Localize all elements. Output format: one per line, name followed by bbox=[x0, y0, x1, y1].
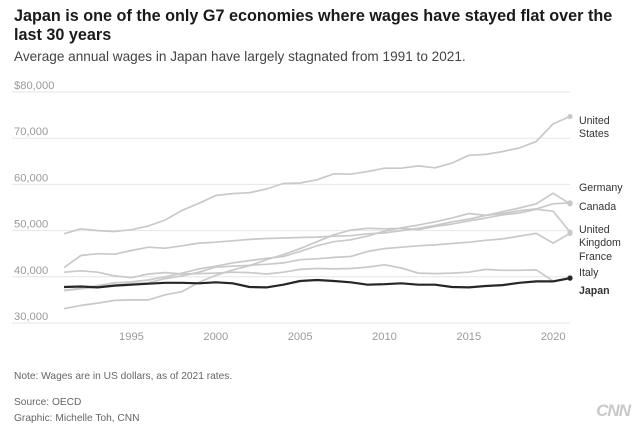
x-tick-label: 2015 bbox=[456, 331, 481, 343]
series-label-united-kingdom: United Kingdom bbox=[579, 224, 621, 249]
line-italy bbox=[63, 263, 571, 282]
y-tick-label: 40,000 bbox=[14, 265, 48, 277]
series-label-united-states: United States bbox=[579, 115, 610, 140]
chart-credit: Graphic: Michelle Toh, CNN bbox=[14, 413, 140, 424]
y-tick-label: 30,000 bbox=[14, 311, 48, 323]
chart-source: Source: OECD bbox=[14, 397, 82, 408]
series-label-italy: Italy bbox=[579, 267, 599, 279]
series-label-france: France bbox=[579, 251, 612, 263]
series-label-canada: Canada bbox=[579, 201, 616, 213]
endpoint-united-states bbox=[567, 113, 573, 120]
line-japan bbox=[63, 277, 571, 289]
endpoint-japan bbox=[567, 275, 573, 281]
chart-subtitle: Average annual wages in Japan have large… bbox=[14, 49, 466, 64]
endpoint-canada bbox=[567, 201, 573, 207]
line-germany bbox=[63, 202, 571, 269]
y-tick-label: $80,000 bbox=[14, 80, 54, 92]
y-tick-label: 60,000 bbox=[14, 172, 48, 184]
x-tick-label: 2005 bbox=[288, 331, 313, 343]
line-united-states bbox=[63, 115, 571, 235]
series-lines bbox=[63, 113, 573, 310]
x-tick-label: 1995 bbox=[119, 331, 144, 343]
y-tick-label: 70,000 bbox=[14, 126, 48, 138]
x-tick-label: 2010 bbox=[372, 331, 397, 343]
y-axis: 30,000 40,000 50,000 60,000 70,000 $80,000 bbox=[14, 80, 54, 323]
y-tick-label: 50,000 bbox=[14, 219, 48, 231]
endpoint-france bbox=[567, 230, 573, 236]
series-label-germany: Germany bbox=[579, 182, 623, 194]
series-labels: United States Germany Canada United Kingdom Fr… bbox=[579, 115, 623, 297]
line-canada bbox=[63, 192, 571, 292]
gridlines bbox=[12, 91, 570, 324]
series-label-japan: Japan bbox=[579, 285, 610, 297]
chart-title: Japan is one of the only G7 economies wh… bbox=[14, 7, 613, 44]
x-tick-label: 2000 bbox=[203, 331, 228, 343]
x-axis: 1995 2000 2005 2010 2015 2020 bbox=[119, 331, 566, 343]
line-united-kingdom bbox=[63, 208, 571, 310]
x-tick-label: 2020 bbox=[541, 331, 566, 343]
chart-note: Note: Wages are in US dollars, as of 202… bbox=[14, 371, 233, 382]
cnn-logo: CNN bbox=[596, 401, 631, 420]
